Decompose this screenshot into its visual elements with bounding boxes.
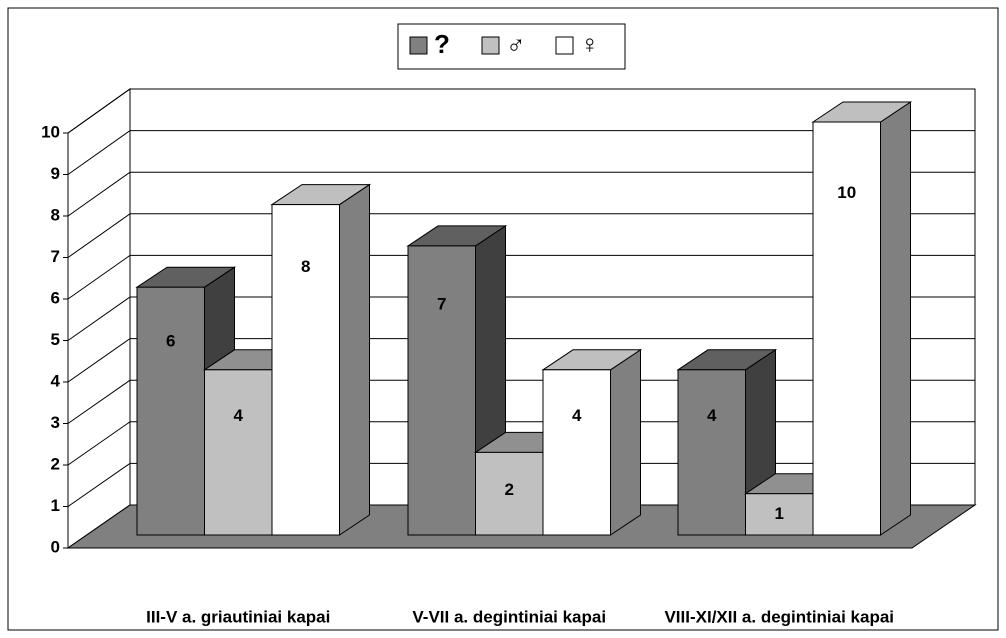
value-label: 7: [437, 294, 446, 313]
y-tick-label: 0: [51, 537, 60, 556]
bar-front: [407, 245, 476, 536]
bar-front: [475, 451, 544, 536]
side-grid-line: [67, 213, 131, 258]
value-label: 4: [572, 406, 582, 425]
legend-label: ♂: [506, 29, 526, 59]
value-label: 8: [301, 257, 310, 276]
side-grid-line: [67, 462, 131, 507]
bar: [541, 348, 643, 536]
side-grid-line: [67, 296, 131, 341]
bar-front: [204, 369, 273, 536]
value-label: 10: [837, 183, 856, 202]
value-label: 6: [166, 331, 175, 350]
y-tick-label: 3: [51, 413, 60, 432]
side-grid-line: [67, 171, 131, 217]
side-grid-line: [67, 130, 131, 175]
legend-swatch: [481, 36, 500, 55]
side-grid-line: [67, 88, 131, 134]
bar-front: [136, 286, 205, 536]
legend-swatch: [555, 36, 574, 55]
y-tick-label: 5: [51, 330, 60, 349]
y-tick-label: 6: [51, 288, 60, 307]
legend-label: ♀: [580, 29, 600, 59]
value-label: 2: [505, 480, 514, 499]
bar: [270, 183, 372, 536]
legend-swatch: [409, 36, 428, 55]
legend-box: [397, 23, 626, 70]
value-label: 4: [234, 406, 244, 425]
x-tick-label: V-VII a. degintiniai kapai: [412, 607, 606, 626]
y-tick-label: 1: [51, 496, 60, 515]
bar-front: [677, 369, 746, 536]
bar-front: [745, 493, 814, 536]
side-grid-line: [67, 254, 131, 300]
side-grid-line: [67, 338, 131, 383]
y-tick-label: 8: [51, 205, 60, 224]
bar-front: [812, 121, 881, 536]
bar-side: [610, 348, 641, 536]
y-tick-label: 2: [51, 454, 60, 473]
value-label: 4: [707, 406, 717, 425]
value-label: 1: [775, 504, 784, 523]
x-tick-label: VIII-XI/XII a. degintiniai kapai: [664, 607, 894, 626]
y-tick-label: 7: [51, 247, 60, 266]
bar: [811, 101, 913, 536]
side-grid-line: [67, 421, 131, 466]
x-tick-label: III-V a. griautiniai kapai: [146, 607, 330, 626]
y-tick-label: 4: [51, 371, 61, 390]
bar-front: [271, 204, 340, 536]
y-tick-label: 10: [41, 122, 60, 141]
bar-side: [339, 183, 370, 536]
side-grid-line: [67, 379, 131, 424]
bar-front: [542, 369, 611, 536]
bar-side: [880, 101, 911, 536]
legend-label: ?: [434, 29, 450, 59]
y-tick-label: 9: [51, 164, 60, 183]
legend: ? ♂ ♀: [397, 23, 626, 70]
